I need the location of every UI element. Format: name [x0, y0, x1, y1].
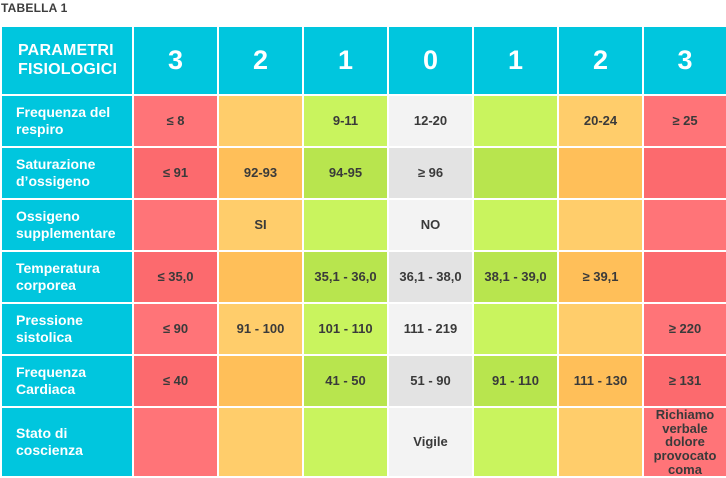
score-header-0: 0: [387, 25, 474, 96]
table-cell: [132, 405, 219, 478]
table-cell: 36,1 - 38,0: [387, 250, 474, 304]
table-cell: 41 - 50: [302, 354, 389, 408]
row-label: Saturazione d’ossigeno: [0, 146, 134, 200]
table-cell: 51 - 90: [387, 354, 474, 408]
table-row: Ossigeno supplementare SI NO: [0, 198, 726, 252]
table-cell: [302, 198, 389, 252]
table-cell: NO: [387, 198, 474, 252]
table-cell: ≤ 40: [132, 354, 219, 408]
table-cell: ≥ 131: [642, 354, 726, 408]
table-cell: Richiamo verbale dolore provocato coma: [642, 405, 726, 478]
row-label: Pressione sistolica: [0, 302, 134, 356]
table-cell: ≤ 90: [132, 302, 219, 356]
table-row: Stato di coscienza Vigile Richiamo verba…: [0, 405, 726, 478]
table-cell: [472, 198, 559, 252]
table-cell: [557, 198, 644, 252]
table-cell: 92-93: [217, 146, 304, 200]
score-header-3-low: 3: [132, 25, 219, 96]
table-cell: [217, 250, 304, 304]
row-label: Stato di coscienza: [0, 405, 134, 478]
table-cell: [302, 405, 389, 478]
table-cell: 91 - 100: [217, 302, 304, 356]
table-cell: 12-20: [387, 94, 474, 148]
table-cell: [217, 94, 304, 148]
table-cell: [217, 405, 304, 478]
table-cell: [557, 146, 644, 200]
table-cell: 9-11: [302, 94, 389, 148]
table-cell: [472, 94, 559, 148]
table-cell: ≥ 39,1: [557, 250, 644, 304]
table-cell: [217, 354, 304, 408]
header-label: PARAMETRI FISIOLOGICI: [0, 25, 134, 96]
score-header-3-high: 3: [642, 25, 726, 96]
table-cell: [642, 146, 726, 200]
table-cell: 20-24: [557, 94, 644, 148]
table-cell: 111 - 130: [557, 354, 644, 408]
table-cell: ≥ 25: [642, 94, 726, 148]
table-row: Saturazione d’ossigeno ≤ 91 92-93 94-95 …: [0, 146, 726, 200]
table-cell: 38,1 - 39,0: [472, 250, 559, 304]
table-cell: ≤ 8: [132, 94, 219, 148]
row-label: Frequenza Cardiaca: [0, 354, 134, 408]
table-cell: 91 - 110: [472, 354, 559, 408]
table-cell: [642, 198, 726, 252]
table-row: Frequenza Cardiaca ≤ 40 41 - 50 51 - 90 …: [0, 354, 726, 408]
early-warning-score-table: PARAMETRI FISIOLOGICI 3 2 1 0 1 2 3 Freq…: [0, 25, 726, 478]
table-cell: 94-95: [302, 146, 389, 200]
table-cell: ≥ 220: [642, 302, 726, 356]
row-label: Ossigeno supplementare: [0, 198, 134, 252]
table-cell: [557, 302, 644, 356]
row-label: Frequenza del respiro: [0, 94, 134, 148]
table-row: Frequenza del respiro ≤ 8 9-11 12-20 20-…: [0, 94, 726, 148]
table-cell: 101 - 110: [302, 302, 389, 356]
score-header-2-low: 2: [217, 25, 304, 96]
row-label: Temperatura corporea: [0, 250, 134, 304]
table-cell: ≤ 91: [132, 146, 219, 200]
table-cell: [557, 405, 644, 478]
score-header-1-high: 1: [472, 25, 559, 96]
header-row: PARAMETRI FISIOLOGICI 3 2 1 0 1 2 3: [0, 25, 726, 96]
table-row: Pressione sistolica ≤ 90 91 - 100 101 - …: [0, 302, 726, 356]
table-cell: [642, 250, 726, 304]
table-row: Temperatura corporea ≤ 35,0 35,1 - 36,0 …: [0, 250, 726, 304]
table-cell: [472, 146, 559, 200]
score-header-1-low: 1: [302, 25, 389, 96]
score-header-2-high: 2: [557, 25, 644, 96]
table-cell: [472, 302, 559, 356]
table-caption: TABELLA 1: [1, 1, 68, 15]
table-cell: Vigile: [387, 405, 474, 478]
table-cell: ≥ 96: [387, 146, 474, 200]
table-cell: 111 - 219: [387, 302, 474, 356]
table-cell: SI: [217, 198, 304, 252]
table-cell: [132, 198, 219, 252]
table-cell: ≤ 35,0: [132, 250, 219, 304]
table-cell: [472, 405, 559, 478]
table-cell: 35,1 - 36,0: [302, 250, 389, 304]
